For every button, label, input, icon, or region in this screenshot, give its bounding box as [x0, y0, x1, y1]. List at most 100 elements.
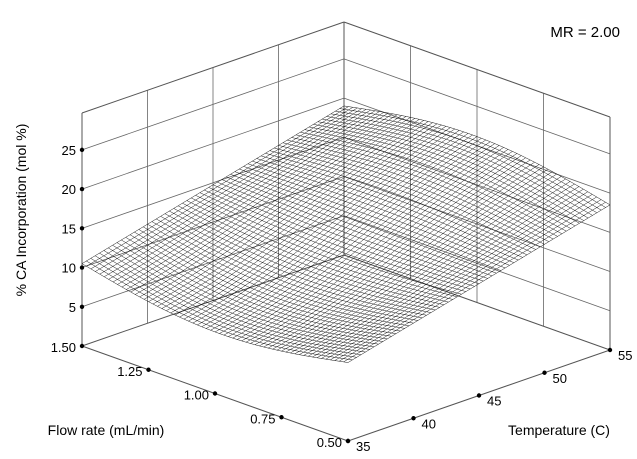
surface-mesh-line-temp [304, 129, 571, 229]
surface-mesh-line-temp [121, 239, 388, 340]
surface-mesh-line-temp [226, 176, 493, 277]
surface-mesh-line-temp [186, 200, 453, 300]
surface-mesh-line-flow [99, 108, 362, 275]
y-tick-mark [411, 416, 416, 421]
surface-mesh-line-temp [247, 163, 515, 263]
surface-mesh-line-temp [221, 179, 488, 279]
surface-mesh-line-temp [160, 216, 427, 316]
surface-mesh-line-temp [156, 218, 423, 319]
x-tick-mark [79, 343, 85, 349]
surface-mesh-line-temp [99, 252, 366, 353]
z-tick-label: 25 [62, 143, 76, 158]
z-tick-label: 5 [69, 300, 76, 315]
z-tick-label: 20 [62, 182, 76, 197]
surface-mesh-line-temp [291, 137, 558, 237]
x-tick-label: 1.50 [51, 340, 76, 355]
surface-mesh-line-temp [295, 134, 563, 234]
surface-mesh-line-flow [104, 109, 367, 277]
surface-mesh-line-temp [177, 205, 445, 305]
surface-mesh-line-temp [86, 260, 353, 361]
surface-mesh-line-temp [335, 110, 602, 211]
surface-mesh-line-temp [94, 255, 362, 355]
x-tick-label: 0.50 [317, 435, 342, 450]
x-tick-mark [279, 415, 284, 420]
surface-mesh-line-temp [199, 192, 466, 292]
surface-mesh-line-temp [116, 242, 383, 342]
surface-mesh-line-temp [256, 158, 523, 258]
y-tick-label: 55 [618, 348, 632, 363]
surface-mesh-line-flow [312, 183, 575, 358]
surface-mesh-line-flow [254, 153, 518, 345]
surface-mesh-line-temp [129, 234, 397, 334]
y-tick-mark [542, 370, 547, 375]
y-tick-mark [345, 438, 351, 444]
surface-mesh-line-temp [234, 171, 501, 271]
surface-mesh-line-temp [300, 131, 567, 232]
z-tick-mark [79, 304, 85, 309]
z-tick-label: 15 [62, 221, 76, 236]
y-axis-label: Temperature (C) [508, 422, 610, 438]
surface-mesh-line-flow [330, 194, 593, 361]
surface-mesh-line-temp [309, 126, 576, 227]
surface-mesh-line-temp [173, 208, 440, 308]
y-tick-mark [607, 347, 613, 353]
y-tick-label: 35 [356, 439, 370, 454]
x-tick-mark [212, 391, 218, 396]
surface-mesh-line-temp [208, 187, 475, 287]
surface-mesh-line-temp [191, 197, 458, 298]
z-axis-label: % CA Incorporation (mol %) [13, 124, 29, 297]
surface-mesh-line-flow [183, 126, 447, 320]
surface-mesh-line-temp [330, 113, 598, 213]
x-tick-mark [146, 367, 151, 372]
surface-mesh-line-temp [252, 160, 519, 261]
x-tick-label: 0.75 [250, 411, 275, 426]
surface-mesh-line-temp [339, 108, 606, 208]
surface-mesh-line-flow [299, 176, 562, 355]
surface-mesh-line-flow [135, 114, 398, 295]
surface-mesh-line-temp [322, 118, 589, 219]
y-tick-label: 40 [422, 416, 436, 431]
surface-mesh-line-temp [151, 221, 418, 321]
mr-annotation: MR = 2.00 [550, 24, 620, 41]
box-edge-top-left [81, 21, 345, 114]
surface-mesh-line-temp [212, 184, 480, 284]
surface-mesh-line-temp [313, 124, 580, 224]
surface-mesh-line-flow [303, 178, 566, 356]
surface-mesh-line-temp [81, 263, 349, 363]
surface-mesh-line-temp [343, 105, 611, 206]
surface-mesh-line-temp [108, 247, 375, 348]
response-surface [81, 105, 611, 363]
box-edge-top-right [343, 21, 611, 118]
surface-mesh-line-temp [274, 147, 541, 248]
surface-mesh-line-temp [182, 202, 449, 303]
surface-mesh-line-temp [90, 258, 357, 358]
z-tick-label: 10 [62, 261, 76, 276]
surface-mesh-line-temp [269, 150, 536, 250]
x-tick-label: 1.00 [184, 388, 209, 403]
z-tick-mark [79, 147, 85, 153]
surface-mesh-line-temp [164, 213, 432, 313]
surface-mesh-line-flow [228, 141, 491, 337]
surface-mesh-line-temp [265, 153, 532, 253]
surface-mesh-line-temp [282, 142, 549, 242]
surface-mesh-line-temp [317, 121, 584, 221]
surface-mesh-line-flow [294, 173, 557, 355]
surface-mesh-line-temp [204, 189, 471, 290]
surface-mesh-line-temp [103, 250, 370, 350]
surface-mesh-line-temp [243, 166, 510, 266]
surface-mesh-line-temp [326, 116, 593, 216]
surface-mesh-line-temp [195, 195, 462, 295]
surface-mesh-line-flow [245, 149, 509, 343]
surface-mesh-line-temp [230, 174, 497, 274]
surface-mesh-line-temp [239, 168, 506, 269]
surface-mesh-line-flow [307, 181, 571, 357]
surface-mesh-line-temp [260, 155, 528, 256]
surface-mesh-line-temp [134, 231, 401, 332]
surface-mesh-line-flow [161, 120, 424, 309]
surface-mesh-line-temp [147, 224, 414, 324]
y-tick-label: 45 [487, 394, 501, 409]
surface-mesh-line-temp [169, 210, 436, 311]
